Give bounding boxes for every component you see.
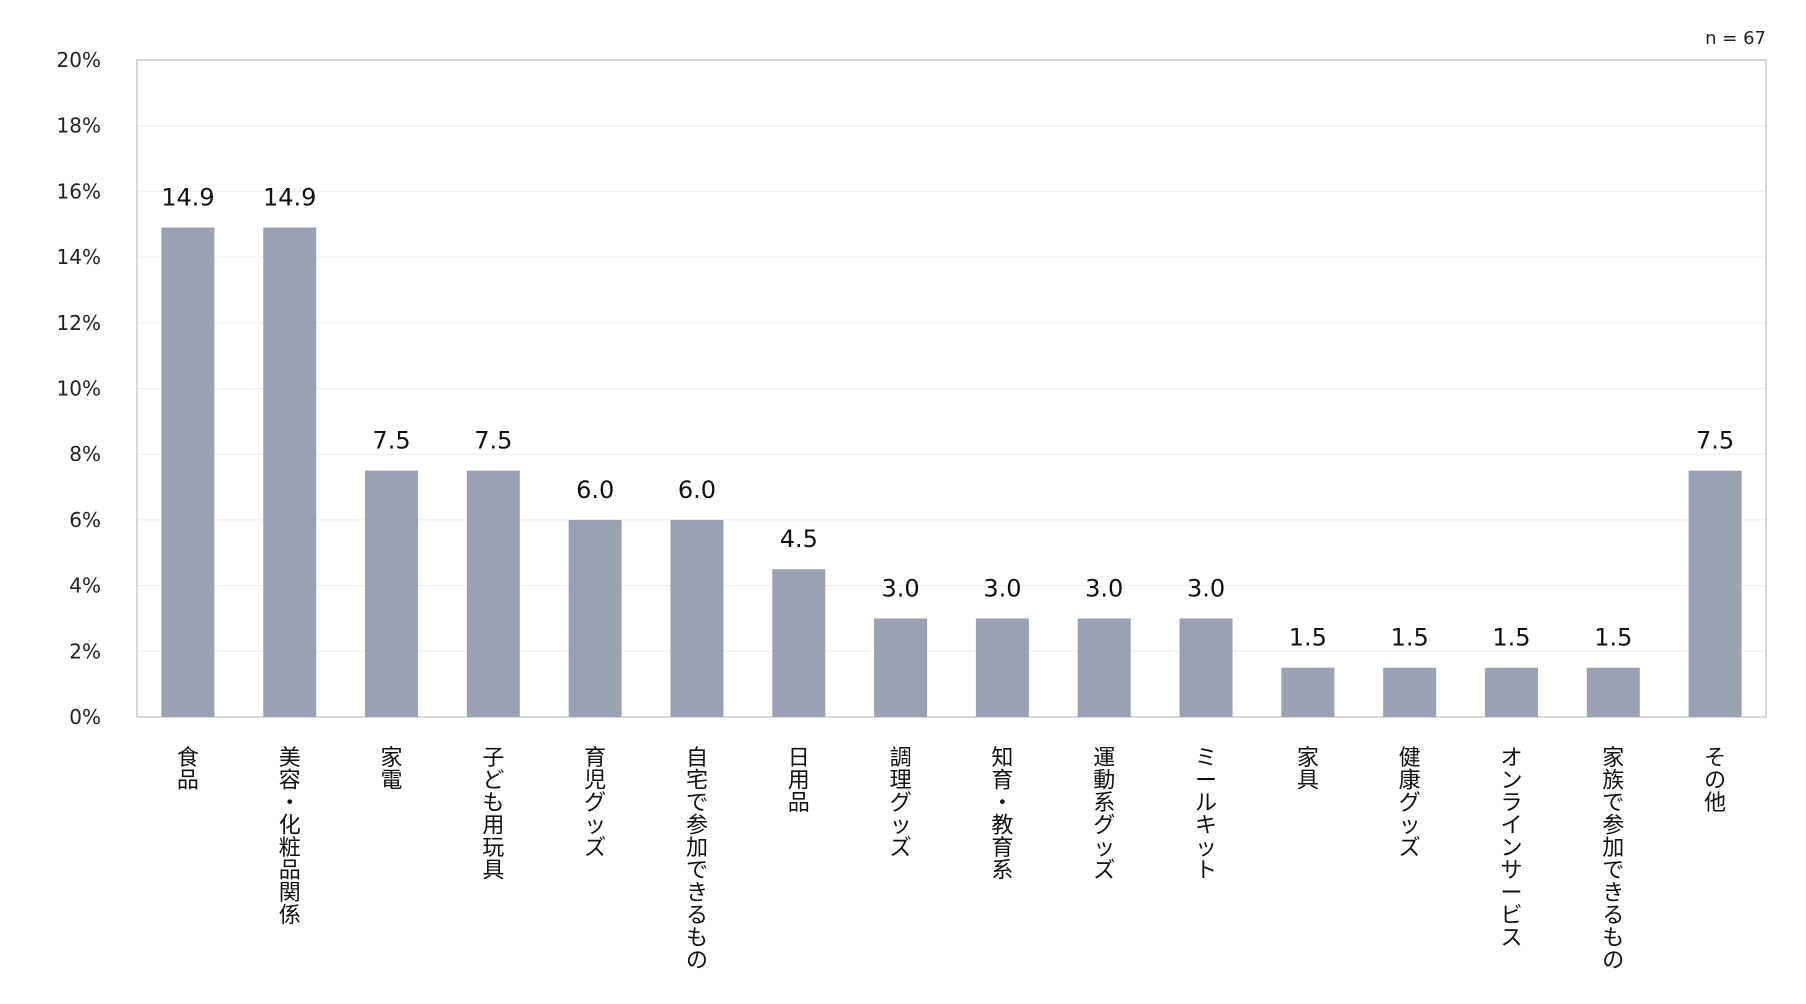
x-category-label: 調理グッズ xyxy=(890,746,912,861)
bar xyxy=(975,618,1029,717)
data-label: 7.5 xyxy=(1696,427,1734,455)
label-layer: 0% 2% 4% 6% 8% 10% 12% 14% 16% 18% 20% 14.9 食品 14.9 美容… xyxy=(57,48,1735,974)
axis-layer xyxy=(136,59,1767,718)
x-category-label: 家具 xyxy=(1297,746,1319,794)
bar xyxy=(365,470,419,717)
x-category-label: 食品 xyxy=(177,746,199,794)
x-category-label: 子ども用玩具 xyxy=(482,746,504,884)
bar xyxy=(874,618,928,717)
x-category-label: 美容・化粧品関係 xyxy=(279,746,301,929)
bar xyxy=(263,227,317,717)
x-category-label: 運動系グッズ xyxy=(1093,746,1115,884)
x-category-label: 日用品 xyxy=(788,746,810,816)
bar xyxy=(161,227,215,717)
y-tick-label: 6% xyxy=(69,508,101,532)
data-label: 14.9 xyxy=(161,184,214,212)
data-label: 3.0 xyxy=(1187,574,1225,602)
y-tick-label: 18% xyxy=(57,114,101,138)
plot-frame xyxy=(136,59,1767,718)
data-label: 3.0 xyxy=(1085,574,1123,602)
bar xyxy=(466,470,520,717)
data-label: 14.9 xyxy=(263,184,316,212)
data-label: 1.5 xyxy=(1391,624,1429,652)
data-label: 3.0 xyxy=(983,574,1021,602)
data-label: 1.5 xyxy=(1289,624,1327,652)
data-label: 7.5 xyxy=(372,427,410,455)
bar xyxy=(772,569,826,717)
y-tick-label: 10% xyxy=(57,377,101,401)
y-tick-label: 0% xyxy=(69,705,101,729)
data-label: 6.0 xyxy=(576,476,614,504)
x-category-label: 自宅で参加できるもの xyxy=(686,746,708,974)
y-tick-label: 4% xyxy=(69,574,101,598)
bar xyxy=(1688,470,1742,717)
x-category-label: 健康グッズ xyxy=(1399,746,1421,861)
y-tick-label: 8% xyxy=(69,442,101,466)
y-tick-label: 14% xyxy=(57,245,101,269)
x-category-label: オンラインサービス xyxy=(1500,746,1522,951)
data-label: 7.5 xyxy=(474,427,512,455)
data-label: 4.5 xyxy=(780,525,818,553)
x-category-label: 家電 xyxy=(381,746,403,794)
x-category-label: その他 xyxy=(1704,746,1726,816)
bar xyxy=(1383,667,1437,717)
y-tick-label: 12% xyxy=(57,311,101,335)
data-label: 1.5 xyxy=(1594,624,1632,652)
bar xyxy=(1077,618,1131,717)
bar xyxy=(1484,667,1538,717)
x-category-label: 知育・教育系 xyxy=(991,746,1013,884)
data-label: 6.0 xyxy=(678,476,716,504)
sample-size-note: n = 67 xyxy=(1705,28,1766,49)
x-category-label: ミールキット xyxy=(1195,746,1217,884)
bar xyxy=(1586,667,1640,717)
bar xyxy=(1281,667,1335,717)
data-label: 1.5 xyxy=(1492,624,1530,652)
x-category-label: 家族で参加できるもの xyxy=(1602,746,1624,974)
y-tick-label: 2% xyxy=(69,639,101,663)
bar-layer xyxy=(161,227,1742,717)
bar xyxy=(568,519,622,717)
bar xyxy=(670,519,724,717)
x-category-label: 育児グッズ xyxy=(584,746,606,861)
y-tick-label: 20% xyxy=(57,48,101,72)
y-tick-label: 16% xyxy=(57,179,101,203)
bar xyxy=(1179,618,1233,717)
data-label: 3.0 xyxy=(882,574,920,602)
